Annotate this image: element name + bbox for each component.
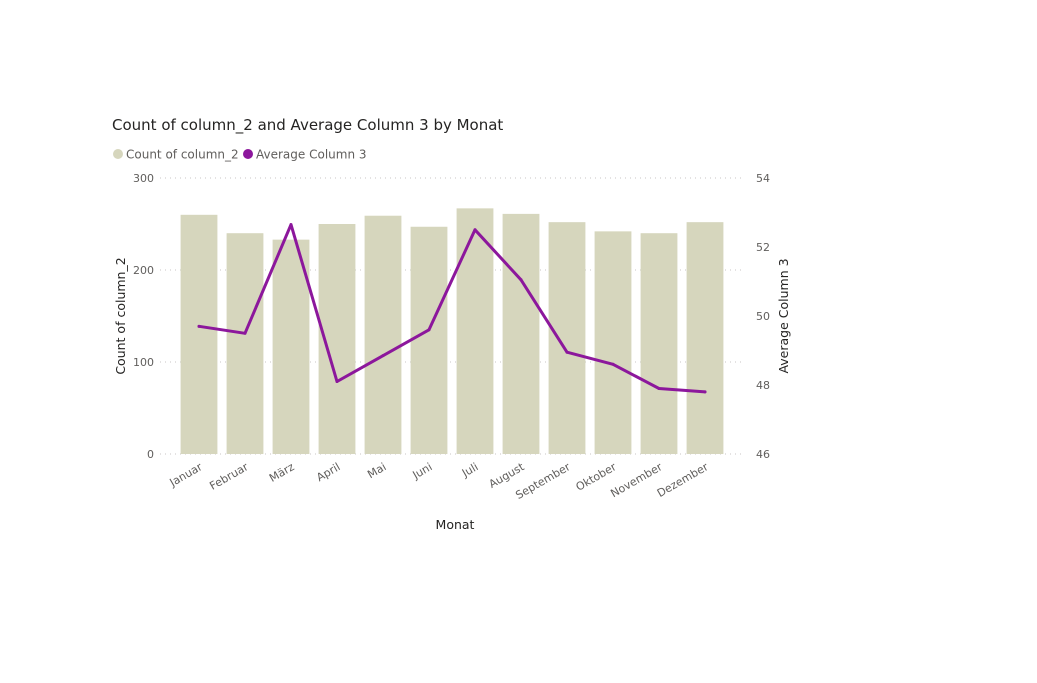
bar-oktober[interactable] [594, 231, 632, 454]
bar-series[interactable] [180, 208, 724, 454]
x-tick-label: April [314, 460, 342, 484]
bar-märz[interactable] [272, 239, 310, 454]
line-point-juni[interactable] [427, 328, 431, 332]
x-axis: Januar Februar März April Mai Juni Juli AugustS… [167, 460, 711, 502]
y-axis-right: 46 48 50 52 54 [756, 172, 770, 461]
y-right-tick-label: 52 [756, 241, 770, 254]
y-left-tick-label: 200 [133, 264, 154, 277]
line-point-juli[interactable] [473, 228, 477, 232]
x-tick-label: Januar [167, 460, 205, 490]
bar-august[interactable] [502, 213, 540, 454]
bar-januar[interactable] [180, 214, 218, 454]
bar-februar[interactable] [226, 233, 264, 454]
line-point-dezember[interactable] [703, 390, 707, 394]
bar-juli[interactable] [456, 208, 494, 454]
y-right-tick-label: 54 [756, 172, 770, 185]
x-tick-label: Dezember [655, 460, 711, 500]
y-right-tick-label: 48 [756, 379, 770, 392]
line-point-oktober[interactable] [611, 362, 615, 366]
bar-september[interactable] [548, 222, 586, 454]
line-average-column-3[interactable] [197, 223, 707, 394]
line-point-mai[interactable] [381, 354, 385, 358]
x-tick-label: März [267, 460, 297, 485]
line-point-märz[interactable] [289, 223, 293, 227]
y-left-tick-label: 0 [147, 448, 154, 461]
chart-title: Count of column_2 and Average Column 3 b… [112, 116, 503, 135]
legend-item-count[interactable]: Count of column_2 [113, 148, 239, 162]
x-axis-title: Monat [436, 517, 475, 532]
bar-juni[interactable] [410, 226, 448, 454]
legend-label-average: Average Column 3 [256, 148, 367, 162]
x-tick-label: Juni [410, 460, 435, 482]
x-tick-label: November [608, 460, 664, 500]
legend-label-count: Count of column_2 [126, 148, 239, 162]
line-point-november[interactable] [657, 386, 661, 390]
line-series[interactable] [197, 223, 707, 394]
legend-marker-average [243, 149, 253, 159]
line-point-september[interactable] [565, 350, 569, 354]
y-axis-left: 0 100 200 300 [133, 172, 154, 461]
bar-november[interactable] [640, 233, 678, 454]
bar-dezember[interactable] [686, 222, 724, 454]
line-point-januar[interactable] [197, 324, 201, 328]
y-right-tick-label: 50 [756, 310, 770, 323]
y-left-tick-label: 300 [133, 172, 154, 185]
legend-marker-count [113, 149, 123, 159]
legend[interactable]: Count of column_2 Average Column 3 [113, 148, 367, 162]
x-tick-label: Mai [365, 460, 388, 481]
legend-item-average[interactable]: Average Column 3 [243, 148, 367, 162]
bar-mai[interactable] [364, 215, 402, 454]
y-axis-right-title: Average Column 3 [776, 258, 791, 373]
x-tick-label: Juli [459, 460, 481, 480]
y-right-tick-label: 46 [756, 448, 770, 461]
line-point-april[interactable] [335, 380, 339, 384]
y-axis-left-title: Count of column_2 [113, 257, 128, 374]
x-tick-label: Februar [207, 460, 250, 493]
line-point-august[interactable] [519, 278, 523, 282]
y-left-tick-label: 100 [133, 356, 154, 369]
line-point-februar[interactable] [243, 331, 247, 335]
